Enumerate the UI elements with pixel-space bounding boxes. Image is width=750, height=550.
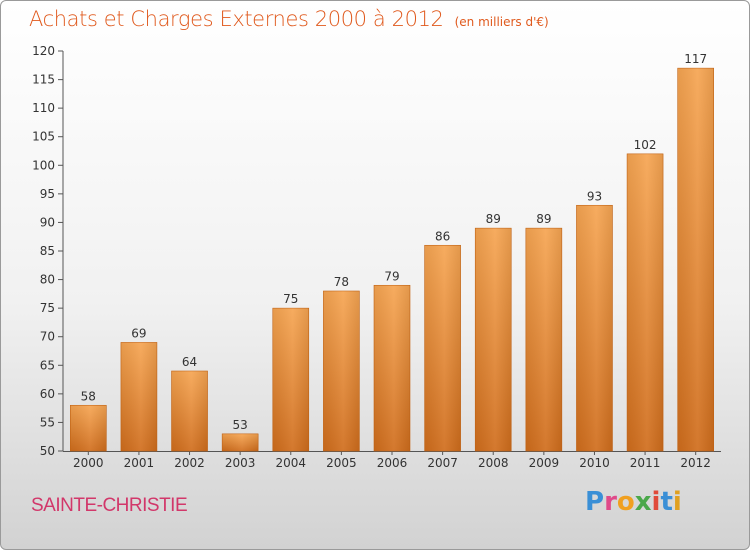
bar-shade: [424, 245, 461, 451]
bar-shade: [171, 371, 208, 451]
chart-title: Achats et Charges Externes 2000 à 2012: [29, 7, 444, 31]
data-label: 89: [536, 212, 551, 226]
data-label: 53: [233, 418, 248, 432]
x-tick-label: 2011: [630, 456, 661, 470]
y-tick-label: 50: [40, 444, 55, 458]
x-tick-label: 2012: [680, 456, 711, 470]
commune-name: SAINTE-CHRISTIE: [31, 495, 188, 516]
bar-shade: [374, 285, 410, 451]
bar-shade: [677, 68, 714, 452]
chart-subtitle: (en milliers d'€): [454, 15, 549, 29]
y-tick-label: 55: [40, 415, 55, 429]
y-tick-label: 100: [32, 158, 55, 172]
bar-shade: [475, 228, 512, 451]
x-tick-label: 2009: [529, 456, 560, 470]
logo-letter: P: [585, 487, 605, 517]
bar-shade: [272, 308, 309, 451]
data-label: 102: [634, 138, 657, 152]
x-tick-label: 2007: [427, 456, 458, 470]
data-label: 58: [81, 389, 96, 403]
x-tick-label: 2004: [275, 456, 306, 470]
y-tick-label: 70: [40, 330, 55, 344]
data-label: 78: [334, 275, 349, 289]
x-tick-label: 2000: [73, 456, 104, 470]
chart-title-block: Achats et Charges Externes 2000 à 2012 (…: [29, 7, 549, 31]
bar-shade: [120, 342, 157, 451]
y-tick-label: 105: [32, 130, 55, 144]
data-label: 86: [435, 229, 450, 243]
data-label: 75: [283, 292, 298, 306]
data-labels: 58 69 64 53 75 78 79 86 89 89 93 102 117: [81, 52, 707, 432]
y-tick-label: 120: [32, 44, 55, 58]
x-tick-label: 2006: [377, 456, 408, 470]
logo-letter: r: [604, 487, 617, 517]
data-label: 64: [182, 355, 197, 369]
x-tick-label: 2001: [124, 456, 155, 470]
data-label: 69: [131, 326, 146, 340]
x-tick-label: 2008: [478, 456, 509, 470]
y-tick-label: 110: [32, 101, 55, 115]
x-tick-label: 2010: [579, 456, 610, 470]
logo-letter: o: [616, 487, 635, 517]
y-tick-label: 60: [40, 387, 55, 401]
y-tick-label: 65: [40, 358, 55, 372]
bar-shade: [70, 405, 107, 451]
data-label: 79: [384, 269, 399, 283]
y-tick-label: 115: [32, 73, 55, 87]
data-label: 89: [486, 212, 501, 226]
y-tick-label: 90: [40, 215, 55, 229]
bar-shade: [323, 291, 360, 451]
bars: [70, 67, 714, 452]
axes: 50 55 60 65 70 75 80 85 90 95 100 105 110 115 120 2000 2…: [32, 44, 721, 470]
logo-letter: t: [660, 487, 673, 517]
data-label: 117: [684, 52, 707, 66]
bar-shade: [525, 228, 562, 451]
y-tick-label: 75: [40, 301, 55, 315]
y-tick-label: 95: [40, 187, 55, 201]
bar-shade: [627, 153, 664, 451]
y-tick-label: 80: [40, 273, 55, 287]
x-tick-label: 2005: [326, 456, 357, 470]
bar-shade: [576, 205, 613, 451]
logo-letter: i: [651, 487, 661, 517]
x-tick-label: 2003: [225, 456, 256, 470]
x-tick-label: 2002: [174, 456, 205, 470]
bar-shade: [222, 433, 259, 451]
logo-letter: i: [672, 487, 682, 517]
proxiti-logo[interactable]: Proxiti: [585, 487, 682, 517]
y-tick-label: 85: [40, 244, 55, 258]
logo-letter: x: [634, 487, 652, 517]
data-label: 93: [587, 189, 602, 203]
